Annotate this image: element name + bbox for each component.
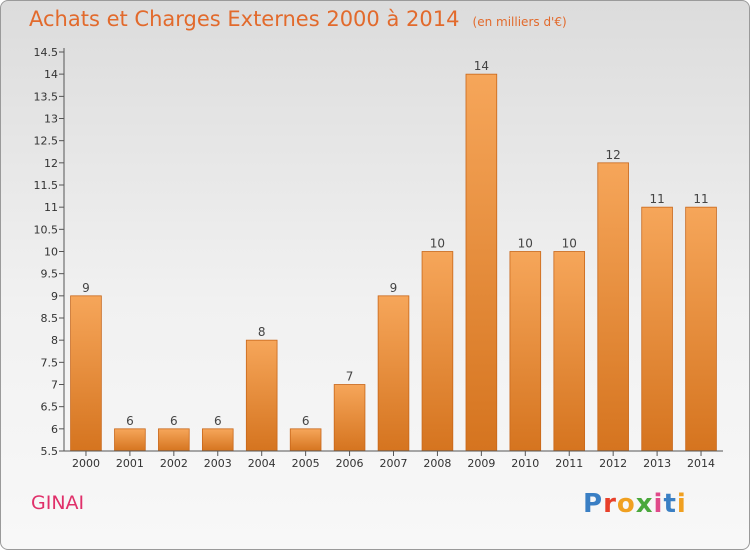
y-tick-label: 9: [51, 290, 58, 303]
y-tick-label: 14: [44, 68, 58, 81]
data-label: 11: [693, 192, 708, 206]
y-tick-label: 5.5: [41, 445, 59, 458]
y-tick-label: 12: [44, 157, 58, 170]
x-tick-label: 2002: [160, 457, 188, 470]
y-tick-label: 11: [44, 201, 58, 214]
x-tick-label: 2012: [599, 457, 627, 470]
y-tick-label: 13: [44, 113, 58, 126]
place-name: GINAI: [31, 492, 85, 514]
x-tick-label: 2009: [467, 457, 495, 470]
logo-letter: i: [653, 489, 664, 519]
bar: [289, 428, 322, 452]
y-tick-label: 14.5: [34, 46, 59, 59]
x-tick-label: 2000: [72, 457, 100, 470]
bar: [245, 339, 278, 452]
data-label: 6: [214, 414, 222, 428]
bar: [421, 251, 454, 452]
bar: [509, 251, 542, 452]
logo-letter: t: [663, 489, 677, 519]
bar: [641, 206, 673, 452]
bar: [597, 162, 629, 452]
data-label: 9: [390, 281, 398, 295]
y-tick-label: 12.5: [34, 135, 59, 148]
bar: [333, 384, 366, 452]
x-tick-label: 2010: [511, 457, 539, 470]
logo-letter: i: [676, 489, 687, 519]
x-tick-label: 2004: [248, 457, 276, 470]
data-label: 10: [430, 237, 445, 251]
x-tick-label: 2013: [643, 457, 671, 470]
data-label: 7: [346, 370, 354, 384]
x-tick-label: 2014: [687, 457, 715, 470]
data-label: 10: [518, 237, 533, 251]
bar: [465, 73, 498, 452]
y-tick-label: 8.5: [41, 312, 59, 325]
bar: [377, 295, 410, 452]
data-label: 14: [474, 59, 489, 73]
y-tick-label: 9.5: [41, 268, 59, 281]
x-tick-label: 2008: [423, 457, 451, 470]
logo-letter: P: [583, 489, 604, 519]
y-tick-label: 10: [44, 246, 58, 259]
data-label: 6: [126, 414, 134, 428]
bar: [70, 295, 102, 452]
x-tick-label: 2007: [380, 457, 408, 470]
logo-letter: o: [616, 489, 636, 519]
x-tick-label: 2001: [116, 457, 144, 470]
logo-letter: x: [635, 489, 654, 519]
data-label: 8: [258, 325, 266, 339]
x-tick-label: 2006: [336, 457, 364, 470]
data-label: 9: [82, 281, 90, 295]
logo-letter: r: [603, 489, 617, 519]
data-label: 10: [562, 237, 577, 251]
bar: [114, 428, 146, 452]
data-label: 11: [649, 192, 664, 206]
x-tick-label: 2005: [292, 457, 320, 470]
chart-title: Achats et Charges Externes 2000 à 2014: [29, 7, 460, 31]
data-label: 6: [170, 414, 178, 428]
y-tick-label: 13.5: [34, 90, 59, 103]
bar: [685, 206, 717, 452]
y-tick-label: 8: [51, 334, 58, 347]
y-tick-label: 6: [51, 423, 58, 436]
y-tick-label: 6.5: [41, 401, 59, 414]
x-tick-label: 2003: [204, 457, 232, 470]
y-tick-label: 7: [51, 379, 58, 392]
x-tick-label: 2011: [555, 457, 583, 470]
y-tick-label: 11.5: [34, 179, 59, 192]
title-row: Achats et Charges Externes 2000 à 2014 (…: [29, 7, 567, 31]
data-label: 6: [302, 414, 310, 428]
proxiti-logo: Proxiti: [583, 489, 687, 519]
bar: [158, 428, 190, 452]
chart-subtitle: (en milliers d'€): [472, 15, 567, 29]
bar: [553, 251, 586, 452]
data-label: 12: [606, 148, 621, 162]
y-tick-label: 10.5: [34, 223, 59, 236]
y-tick-label: 7.5: [41, 356, 59, 369]
bar: [201, 428, 234, 452]
